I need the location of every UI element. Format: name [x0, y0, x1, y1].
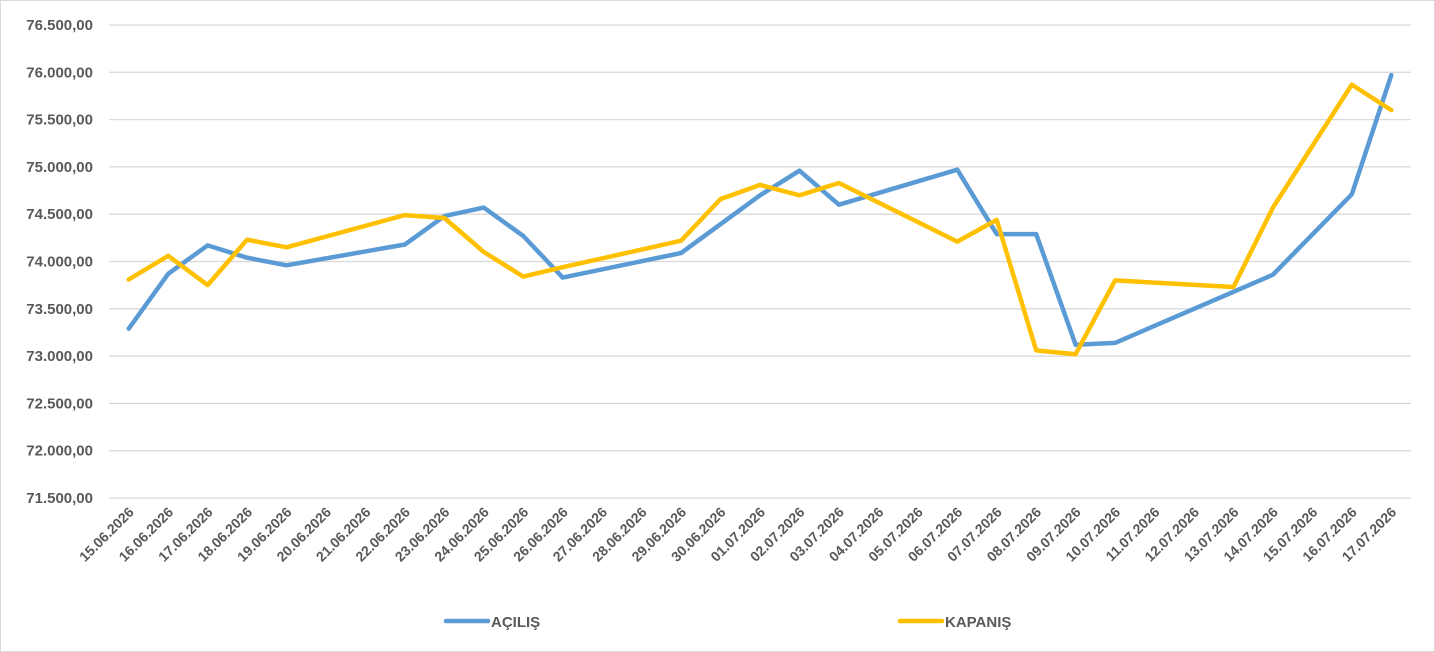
y-tick-label: 71.500,00	[26, 490, 93, 507]
y-tick-label: 75.000,00	[26, 159, 93, 176]
x-axis-tick-labels: 15.06.202616.06.202617.06.202618.06.2026…	[76, 504, 1400, 565]
legend-label: AÇILIŞ	[491, 614, 540, 631]
y-tick-label: 74.000,00	[26, 254, 93, 271]
y-axis-tick-labels: 76.500,00 76.000,00 75.500,00 75.000,00 74.5…	[26, 17, 93, 507]
legend-label: KAPANIŞ	[945, 614, 1011, 631]
y-tick-label: 74.500,00	[26, 206, 93, 223]
series-line-kapanis	[126, 82, 1394, 357]
y-tick-label: 76.000,00	[26, 64, 93, 81]
legend: AÇILIŞ KAPANIŞ	[443, 614, 1011, 631]
series-lines	[126, 72, 1394, 357]
series-line-acilis	[126, 72, 1394, 347]
y-tick-label: 72.000,00	[26, 443, 93, 460]
gridlines	[109, 24, 1411, 499]
y-tick-label: 73.000,00	[26, 348, 93, 365]
y-tick-label: 73.500,00	[26, 301, 93, 318]
y-tick-label: 72.500,00	[26, 395, 93, 412]
y-tick-label: 75.500,00	[26, 112, 93, 129]
y-tick-label: 76.500,00	[26, 17, 93, 34]
